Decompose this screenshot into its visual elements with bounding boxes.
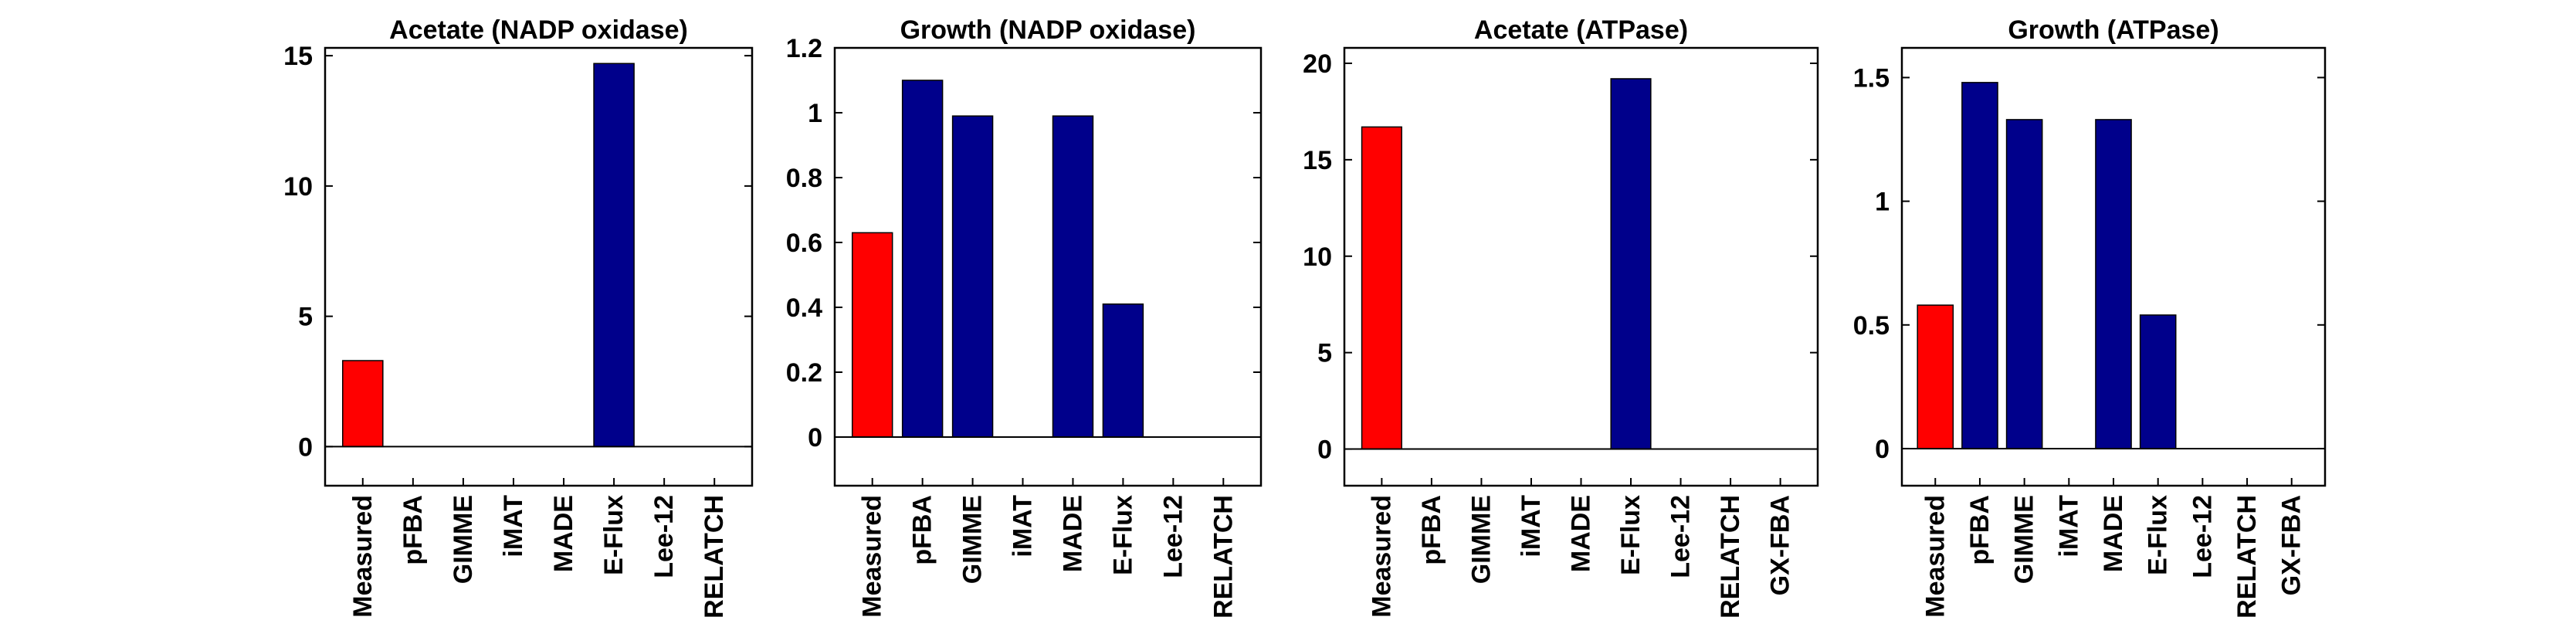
x-category-label: iMAT [499, 495, 528, 558]
bar-pfba [901, 80, 944, 438]
x-category-label: Measured [1920, 495, 1950, 618]
y-tick-label: 0 [1875, 435, 1890, 464]
y-tick-label: 0.2 [786, 358, 822, 388]
x-category-label: E-Flux [1616, 495, 1646, 575]
x-category-label: iMAT [1517, 495, 1546, 558]
bar-made [1052, 115, 1094, 438]
y-ticks: 0 0.5 1 1.5 [1853, 63, 2325, 464]
x-category-label: RELATCH [1208, 495, 1238, 619]
bar-e-flux [1610, 78, 1652, 450]
y-ticks: 0 5 10 15 20 [1303, 49, 1818, 465]
x-category-label: MADE [1567, 495, 1596, 572]
x-category-label: E-Flux [1108, 495, 1137, 575]
x-category-label: iMAT [1008, 495, 1038, 558]
x-category-label: GIMME [958, 495, 988, 584]
x-category-label: Measured [858, 495, 887, 618]
y-tick-label: 0.4 [786, 293, 822, 323]
y-tick-label: 0.8 [786, 164, 822, 193]
x-category-label: GX-FBA [1766, 495, 1795, 595]
x-category-label: Lee-12 [649, 495, 679, 578]
plot-frame [324, 46, 754, 487]
x-category-label: pFBA [1965, 495, 1995, 565]
x-category-labels: Measured pFBA GIMME iMAT MADE E-Flux Lee-12 REL… [1367, 478, 1795, 619]
y-tick-label: 20 [1303, 49, 1332, 79]
panel-title: Acetate (ATPase) [1474, 15, 1688, 45]
bar-e-flux [2139, 314, 2177, 449]
x-category-label: GIMME [2010, 495, 2039, 584]
y-tick-label: 15 [1303, 146, 1332, 175]
bar-e-flux [1102, 303, 1144, 438]
x-category-label: RELATCH [1716, 495, 1745, 619]
y-ticks: 0 0.2 0.4 0.6 0.8 1 1.2 [786, 34, 1261, 452]
x-category-label: iMAT [2054, 495, 2083, 558]
y-tick-label: 1.5 [1853, 63, 1890, 93]
x-category-label: GX-FBA [2277, 495, 2307, 595]
y-tick-label: 0 [1317, 436, 1332, 465]
y-tick-label: 1 [808, 99, 822, 128]
panel-3: Acetate (ATPase) 0 5 10 15 20 Measured pFBA GI… [1303, 15, 1819, 619]
bars-group [851, 80, 1144, 438]
y-tick-label: 1.2 [786, 34, 822, 63]
y-tick-label: 0.5 [1853, 311, 1890, 341]
x-category-labels: Measured pFBA GIMME iMAT MADE E-Flux Lee-12 REL… [858, 478, 1238, 619]
y-tick-label: 1 [1875, 188, 1890, 217]
x-category-label: E-Flux [2144, 495, 2173, 575]
x-category-label: Measured [1367, 495, 1396, 618]
y-tick-label: 15 [283, 42, 313, 71]
bar-gimme [2005, 119, 2043, 449]
x-category-labels: Measured pFBA GIMME iMAT MADE E-Flux Lee-12 REL… [348, 478, 729, 619]
x-category-label: E-Flux [599, 495, 629, 575]
x-category-label: Lee-12 [2188, 495, 2217, 578]
y-tick-label: 0 [808, 423, 822, 452]
x-category-label: Measured [348, 495, 378, 618]
panel-2: Growth (NADP oxidase) 00.20.40.60.811.2 … [786, 15, 1263, 619]
x-category-label: MADE [2099, 495, 2128, 572]
y-tick-label: 0 [298, 432, 313, 462]
x-category-label: MADE [1058, 495, 1087, 572]
panel-4: Growth (ATPase) 0 0.5 1 1.5 Measured pFBA GIM… [1853, 15, 2327, 619]
bar-measured [1917, 304, 1954, 449]
y-tick-label: 10 [1303, 242, 1332, 272]
panel-title: Growth (NADP oxidase) [900, 15, 1196, 45]
y-tick-label: 5 [1317, 339, 1332, 368]
panel-1: Acetate (NADP oxidase) 0 5 10 15 Measured pF… [283, 15, 754, 619]
bar-made [2095, 119, 2132, 449]
bar-gimme [951, 115, 994, 438]
panel-title: Acetate (NADP oxidase) [389, 15, 688, 45]
bar-e-flux [593, 63, 635, 448]
y-ticks: 0 5 10 15 [283, 42, 752, 462]
plot-frame [833, 46, 1263, 487]
panel-title: Growth (ATPase) [2008, 15, 2218, 45]
x-category-label: RELATCH [700, 495, 729, 619]
x-category-label: pFBA [908, 495, 937, 565]
x-category-label: GIMME [1466, 495, 1496, 584]
x-category-label: pFBA [398, 495, 428, 565]
x-category-label: pFBA [1417, 495, 1446, 565]
x-category-label: GIMME [449, 495, 478, 584]
x-category-label: Lee-12 [1666, 495, 1696, 578]
y-tick-label: 10 [283, 172, 313, 202]
x-category-labels: Measured pFBA GIMME iMAT MADE E-Flux Lee-12 REL… [1920, 478, 2307, 619]
x-category-label: Lee-12 [1158, 495, 1188, 578]
bar-measured [1361, 126, 1402, 450]
x-category-label: RELATCH [2232, 495, 2262, 619]
y-tick-label: 0.6 [786, 229, 822, 258]
y-tick-label: 5 [298, 303, 313, 332]
bars-group [1361, 78, 1652, 450]
bar-pfba [1961, 82, 1998, 449]
bar-measured [342, 360, 384, 448]
bar-measured [851, 232, 893, 438]
bars-group [342, 63, 635, 448]
x-category-label: MADE [549, 495, 578, 572]
